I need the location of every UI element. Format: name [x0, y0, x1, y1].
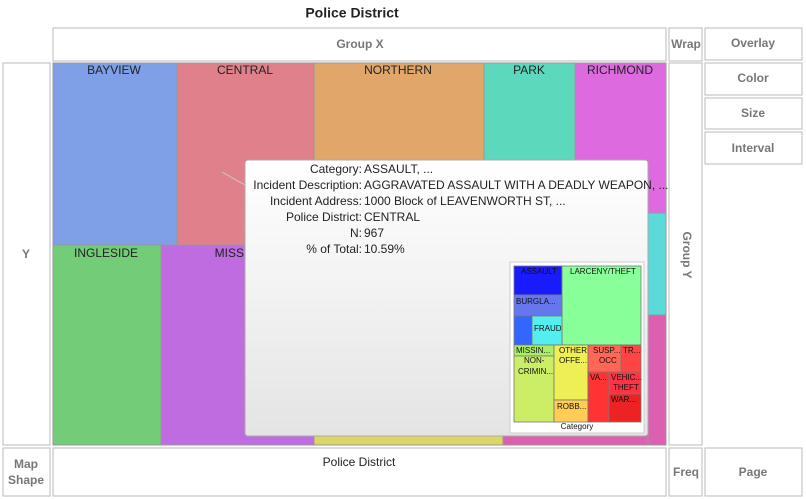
- mini-label: SUSP...: [593, 346, 620, 355]
- group-x-label: Group X: [336, 37, 383, 51]
- mini-label: ROBB...: [557, 402, 586, 411]
- overlay-zone[interactable]: [704, 27, 803, 61]
- tile[interactable]: [52, 244, 162, 446]
- tile-label: INGLESIDE: [74, 246, 138, 260]
- tile[interactable]: [52, 62, 178, 246]
- group-x-zone[interactable]: [52, 27, 667, 62]
- tooltip-value: 1000 Block of LEAVENWORTH ST, ...: [364, 194, 566, 208]
- interval-label: Interval: [732, 141, 775, 155]
- tile[interactable]: [647, 212, 667, 316]
- mini-label: CRIMIN...: [518, 367, 553, 376]
- map-shape-label: Map: [14, 457, 38, 471]
- mini-label: NON-: [524, 356, 545, 365]
- tooltip-key: N:: [350, 226, 362, 240]
- mini-tile: [531, 315, 563, 346]
- tooltip-key: Incident Description:: [253, 178, 362, 192]
- mini-label: ASSAULT: [521, 267, 557, 276]
- tooltip-key: % of Total:: [306, 242, 362, 256]
- mini-axis-label: Category: [561, 422, 593, 431]
- mini-label: VA...: [590, 373, 607, 382]
- freq-zone[interactable]: [668, 447, 703, 497]
- color-label: Color: [737, 71, 769, 85]
- y-zone[interactable]: [2, 62, 51, 446]
- wrap-zone[interactable]: [668, 27, 703, 62]
- tooltip-value: 967: [364, 226, 384, 240]
- mini-tile: [513, 265, 563, 296]
- tile-label: CENTRAL: [217, 63, 273, 77]
- mini-label: WAR...: [611, 395, 636, 404]
- tooltip-value: 10.59%: [364, 242, 405, 256]
- mini-label: FRAUD: [534, 324, 562, 333]
- tooltip-pointer: [221, 171, 246, 186]
- interval-zone[interactable]: [704, 131, 803, 165]
- mini-labels: ASSAULT LARCENY/THEFT BURGLA... FRAUD MI…: [516, 267, 642, 431]
- title: Police District: [305, 5, 399, 21]
- tooltip-key: Category:: [310, 162, 362, 176]
- mini-label: TR...: [623, 346, 640, 355]
- mini-label: VEHIC...: [611, 373, 642, 382]
- overlay-label: Overlay: [731, 36, 775, 50]
- tile-label: NORTHERN: [364, 63, 432, 77]
- size-zone[interactable]: [704, 97, 803, 130]
- mini-label: MISSIN...: [516, 346, 550, 355]
- mini-tile: [553, 344, 589, 401]
- wrap-label: Wrap: [671, 37, 701, 51]
- mini-tile: [561, 265, 642, 346]
- y-label: Y: [22, 247, 30, 261]
- mini-tile: [513, 315, 533, 346]
- tile-label: RICHMOND: [587, 63, 653, 77]
- tile-label: PARK: [513, 63, 545, 77]
- mini-label: OCC: [599, 356, 617, 365]
- x-axis-label: Police District: [323, 455, 396, 469]
- mini-tile: [608, 393, 642, 423]
- mini-tile: [513, 355, 555, 423]
- mini-treemap: [513, 265, 642, 423]
- group-y-label: Group Y: [680, 231, 694, 278]
- size-label: Size: [741, 106, 765, 120]
- group-y-zone[interactable]: [668, 62, 703, 446]
- mini-label: THEFT: [613, 383, 639, 392]
- mini-label: OFFE...: [559, 356, 587, 365]
- tooltip-value: CENTRAL: [364, 210, 420, 224]
- color-zone[interactable]: [704, 62, 803, 96]
- tooltip-key: Incident Address:: [270, 194, 362, 208]
- tooltip-value: AGGRAVATED ASSAULT WITH A DEADLY WEAPON,…: [364, 178, 669, 192]
- mini-label: OTHER: [559, 346, 587, 355]
- freq-label: Freq: [673, 465, 699, 479]
- tile-label: BAYVIEW: [87, 63, 141, 77]
- page-zone[interactable]: [704, 447, 803, 497]
- tooltip-value: ASSAULT, ...: [364, 162, 433, 176]
- map-shape-zone[interactable]: [2, 447, 51, 497]
- tooltip-rows: Category: ASSAULT, ... Incident Descript…: [253, 162, 668, 256]
- x-zone[interactable]: [52, 447, 667, 497]
- page-label: Page: [739, 465, 768, 479]
- tooltip-key: Police District:: [286, 210, 362, 224]
- map-shape-label: Shape: [8, 473, 44, 487]
- mini-label: BURGLA...: [516, 297, 556, 306]
- mini-label: LARCENY/THEFT: [570, 267, 636, 276]
- tile[interactable]: [647, 314, 667, 446]
